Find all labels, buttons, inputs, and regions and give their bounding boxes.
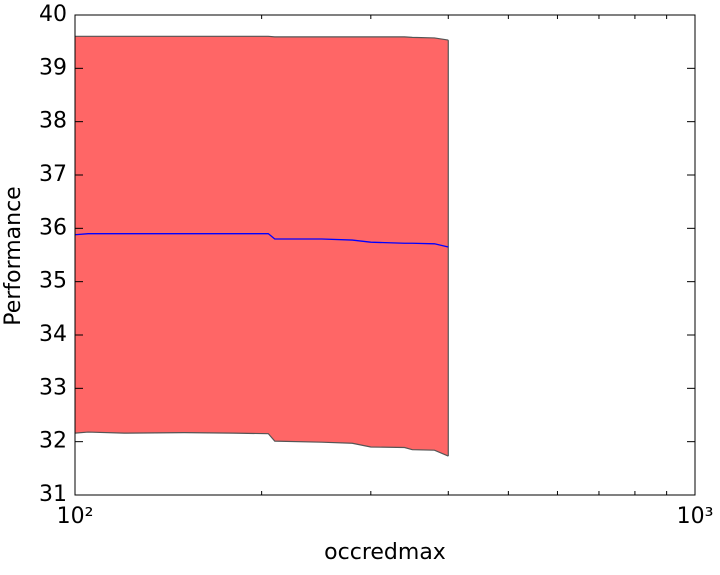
y-tick-label: 32 [39,429,67,454]
x-axis-label: occredmax [324,540,446,565]
y-tick-label: 34 [39,322,67,347]
y-tick-label: 40 [39,2,67,27]
y-tick-label: 35 [39,269,67,294]
y-tick-label: 39 [39,55,67,80]
y-axis-label: Performance [1,186,26,325]
y-tick-label: 36 [39,215,67,240]
plot-frame [74,14,696,496]
band-area [75,36,449,457]
y-tick-label: 33 [39,375,67,400]
line [74,233,449,248]
x-tick-label: 10³ [677,504,714,529]
y-tick-label: 38 [39,109,67,134]
y-tick-label: 31 [39,482,67,507]
band-lower [74,431,449,457]
x-tick-label: 10² [57,504,94,529]
band-upper [75,35,449,41]
y-tick-label: 37 [39,162,67,187]
